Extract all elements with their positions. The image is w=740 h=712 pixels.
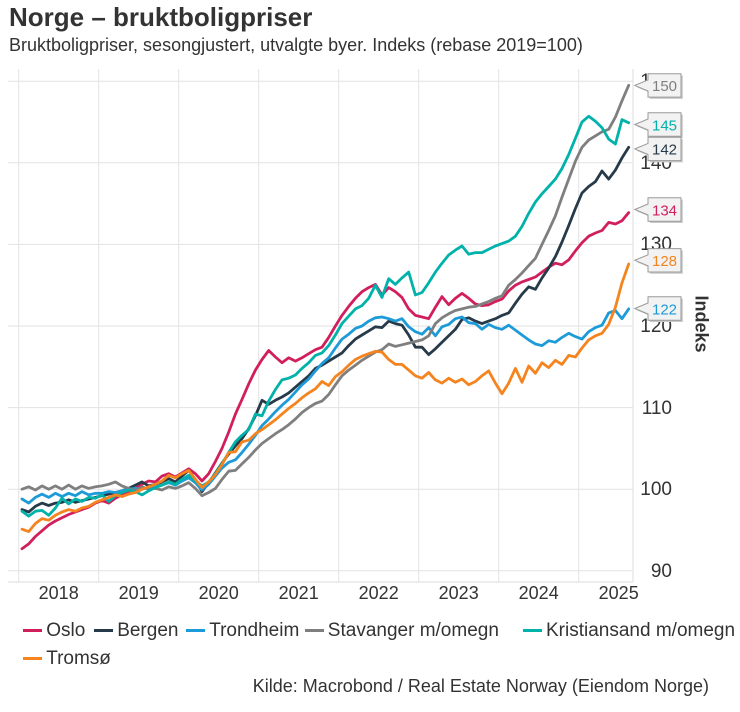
svg-text:142: 142 (652, 142, 677, 159)
svg-text:122: 122 (652, 301, 677, 318)
svg-text:128: 128 (652, 253, 677, 270)
svg-text:134: 134 (652, 202, 677, 219)
svg-text:150: 150 (652, 78, 677, 95)
svg-text:145: 145 (652, 117, 677, 134)
